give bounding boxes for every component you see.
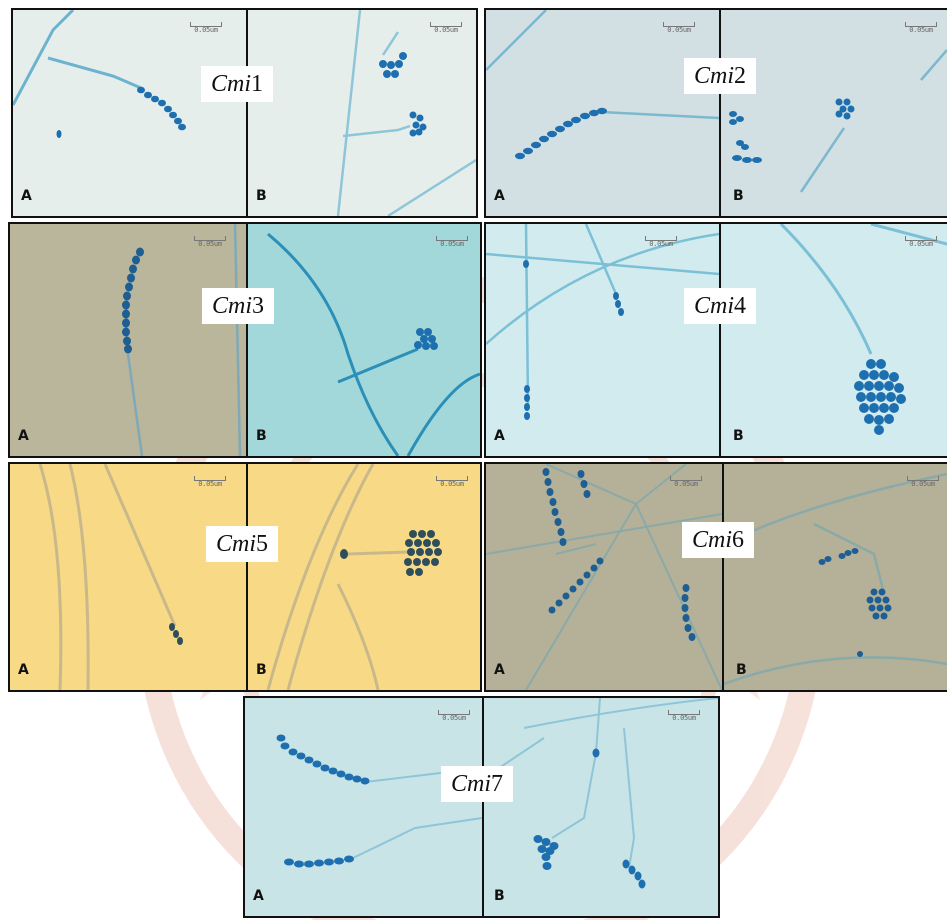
panel-label-b: B: [733, 188, 744, 204]
scale-bar: 0.05um: [903, 236, 939, 250]
figure-cmi5: 0.05um A 0.05um B Cmi5: [8, 462, 482, 692]
panel-divider: [719, 224, 721, 456]
scale-bar: 0.05um: [434, 476, 470, 490]
isolate-label-cmi6: Cmi6: [682, 522, 755, 558]
scale-bar: 0.05um: [643, 236, 679, 250]
panel-label-a: A: [18, 662, 29, 678]
figure-cmi2: 0.05um A 0.05um B Cmi2: [484, 8, 947, 218]
micrograph-cmi5-a: 0.05um A: [10, 464, 246, 690]
micrograph-cmi6-b: 0.05um B: [724, 464, 947, 690]
isolate-label-cmi4: Cmi4: [684, 288, 757, 324]
scale-bar: 0.05um: [436, 710, 472, 724]
isolate-label-cmi7: Cmi7: [441, 766, 514, 802]
micrograph-cmi3-a: 0.05um A: [10, 224, 246, 456]
panel-label-a: A: [253, 888, 264, 904]
micrograph-cmi5-b: 0.05um B: [248, 464, 480, 690]
scale-bar: 0.05um: [192, 236, 228, 250]
figure-cmi3: 0.05um A 0.05um B Cmi3: [8, 222, 482, 458]
panel-label-b: B: [256, 188, 267, 204]
micrograph-cmi2-a: 0.05um A: [486, 10, 719, 216]
scale-bar: 0.05um: [188, 22, 224, 36]
scale-bar: 0.05um: [668, 476, 704, 490]
micrograph-cmi2-b: 0.05um B: [721, 10, 947, 216]
panel-label-a: A: [494, 662, 505, 678]
micrograph-cmi4-a: 0.05um A: [486, 224, 719, 456]
micrograph-cmi7-b: 0.05um B: [484, 698, 718, 916]
scale-bar: 0.05um: [661, 22, 697, 36]
figure-cmi4: 0.05um A 0.05um B Cmi4: [484, 222, 947, 458]
micrograph-cmi4-b: 0.05um B: [721, 224, 947, 456]
panel-label-a: A: [18, 428, 29, 444]
isolate-label-cmi5: Cmi5: [206, 526, 279, 562]
panel-label-a: A: [494, 428, 505, 444]
panel-label-b: B: [256, 428, 267, 444]
isolate-label-cmi2: Cmi2: [684, 58, 757, 94]
panel-label-b: B: [494, 888, 505, 904]
micrograph-cmi3-b: 0.05um B: [248, 224, 480, 456]
panel-divider: [482, 698, 484, 916]
panel-label-b: B: [256, 662, 267, 678]
scale-bar: 0.05um: [428, 22, 464, 36]
figure-cmi6: 0.05um A 0.05um B Cmi6: [484, 462, 947, 692]
isolate-label-cmi1: Cmi1: [201, 66, 274, 102]
scale-bar: 0.05um: [666, 710, 702, 724]
figure-cmi7: 0.05um A 0.05um B Cmi7: [243, 696, 720, 918]
panel-divider: [246, 10, 248, 216]
micrograph-cmi6-a: 0.05um A: [486, 464, 722, 690]
micrograph-cmi1-a: 0.05um A: [13, 10, 246, 216]
scale-bar: 0.05um: [905, 476, 941, 490]
panel-label-a: A: [21, 188, 32, 204]
isolate-label-cmi3: Cmi3: [202, 288, 275, 324]
panel-divider: [246, 224, 248, 456]
panel-label-a: A: [494, 188, 505, 204]
micrograph-cmi7-a: 0.05um A: [245, 698, 482, 916]
panel-divider: [722, 464, 724, 690]
scale-bar: 0.05um: [192, 476, 228, 490]
micrograph-cmi1-b: 0.05um B: [248, 10, 476, 216]
panel-label-b: B: [733, 428, 744, 444]
panel-divider: [719, 10, 721, 216]
panel-label-b: B: [736, 662, 747, 678]
panel-divider: [246, 464, 248, 690]
figure-cmi1: 0.05um A 0.05um B Cmi1: [11, 8, 478, 218]
scale-bar: 0.05um: [434, 236, 470, 250]
scale-bar: 0.05um: [903, 22, 939, 36]
